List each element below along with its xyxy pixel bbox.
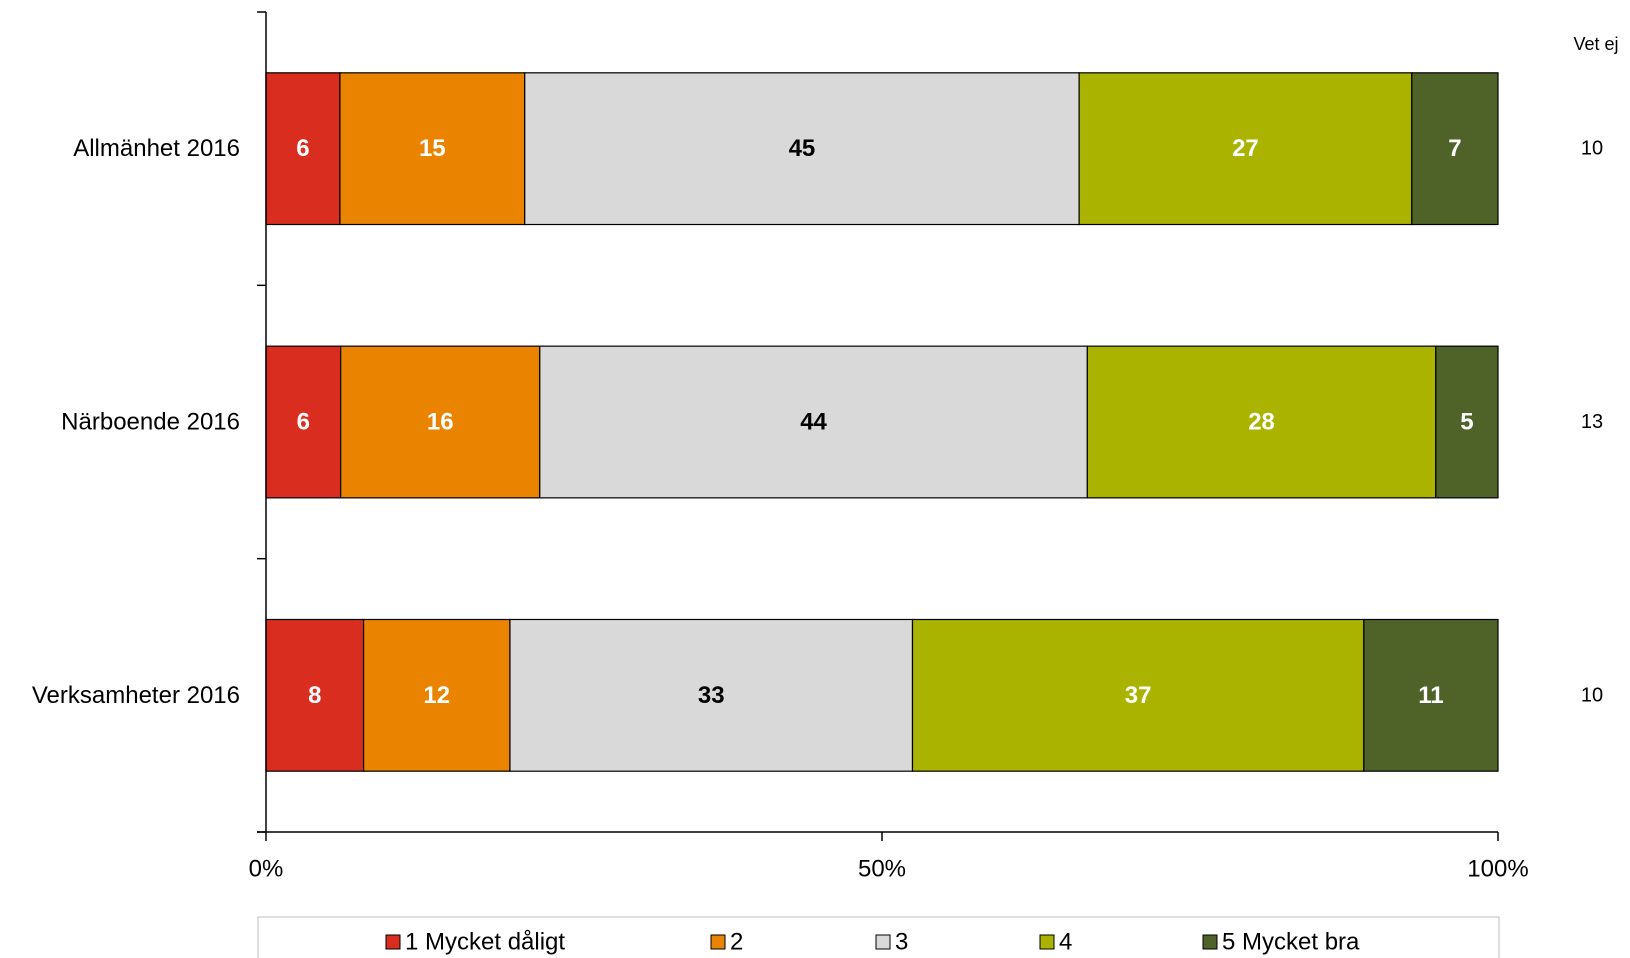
data-label: 7 [1448, 135, 1461, 162]
bar-segment [339, 72, 526, 226]
bar-segment [1435, 345, 1499, 499]
x-tick-label: 0% [249, 856, 284, 883]
data-label: 12 [423, 682, 450, 709]
bars-layer [265, 72, 1499, 772]
legend-swatch [1039, 934, 1055, 950]
data-label: 33 [698, 682, 725, 709]
vet-ej-value: 10 [1581, 138, 1603, 160]
legend-label: 2 [730, 929, 743, 956]
category-label: Allmänhet 2016 [73, 135, 240, 162]
legend-label: 4 [1059, 929, 1072, 956]
data-label: 5 [1460, 409, 1473, 436]
legend-label: 1 Mycket dåligt [405, 929, 565, 956]
bar-segment [524, 72, 1080, 226]
bar-segment [265, 72, 341, 226]
x-tick-label: 100% [1467, 856, 1528, 883]
data-label: 8 [308, 682, 321, 709]
vet-ej-value: 10 [1581, 684, 1603, 706]
legend: 1 Mycket dåligt 2 3 4 5 Mycket bra [257, 916, 1500, 958]
labels-layer: 6 15 45 27 7 Allmänhet 2016 10 6 16 44 28 5 Närboend… [32, 34, 1619, 883]
legend-swatch [710, 934, 726, 950]
data-label: 28 [1248, 409, 1275, 436]
legend-label: 5 Mycket bra [1222, 929, 1360, 956]
data-label: 11 [1418, 682, 1443, 709]
legend-swatch [385, 934, 401, 950]
data-label: 45 [789, 135, 816, 162]
legend-label: 3 [895, 929, 908, 956]
axes-layer [257, 11, 1499, 841]
bar-segment [362, 618, 511, 772]
bar-segment [265, 345, 342, 499]
bar-segment [1078, 72, 1413, 226]
data-label: 27 [1232, 135, 1259, 162]
bar-segment [1086, 345, 1437, 499]
data-label: 16 [427, 409, 454, 436]
data-label: 15 [419, 135, 446, 162]
data-label: 44 [800, 409, 827, 436]
bar-segment [539, 345, 1088, 499]
bar-segment [1411, 72, 1499, 226]
category-label: Närboende 2016 [61, 409, 240, 436]
data-label: 6 [296, 135, 309, 162]
legend-swatch [875, 934, 891, 950]
data-label: 37 [1125, 682, 1152, 709]
bar-segment [509, 618, 914, 772]
category-label: Verksamheter 2016 [32, 682, 240, 709]
data-label: 6 [297, 409, 310, 436]
vet-ej-header: Vet ej [1573, 34, 1618, 54]
bar-segment [1363, 618, 1499, 772]
bar-segment [911, 618, 1365, 772]
vet-ej-value: 13 [1581, 411, 1603, 433]
bar-segment [340, 345, 541, 499]
x-tick-label: 50% [858, 856, 906, 883]
legend-swatch [1202, 934, 1218, 950]
